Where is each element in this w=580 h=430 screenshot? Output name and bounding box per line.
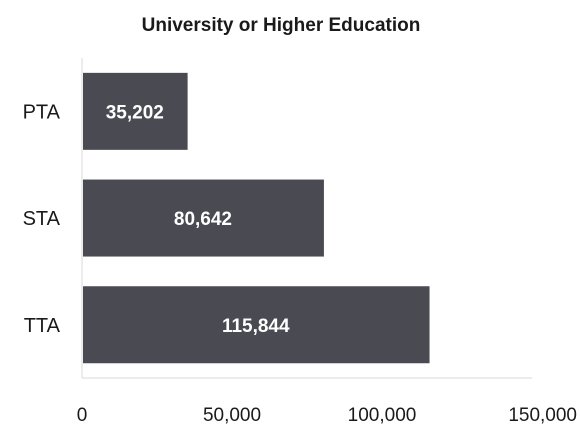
chart-title: University or Higher Education [142,15,421,36]
data-label-pta: 35,202 [106,102,164,123]
x-tick-labels-group: 0 50,000 100,000 150,000 [77,405,577,426]
bar-sta [83,179,324,257]
bar-pta [83,72,188,150]
category-labels-group: PTA STA TTA [23,101,61,336]
x-tick-label-1: 50,000 [203,405,261,426]
bars-group [83,72,430,364]
x-tick-label-2: 100,000 [348,405,417,426]
bar-tta [83,286,430,364]
data-label-sta: 80,642 [174,209,232,230]
x-tick-label-3: 150,000 [508,405,577,426]
category-label-sta: STA [23,208,61,230]
category-label-pta: PTA [23,101,61,123]
data-labels-group: 35,202 80,642 115,844 [106,102,290,336]
x-tick-label-0: 0 [77,405,88,426]
category-label-tta: TTA [24,315,61,337]
data-label-tta: 115,844 [222,316,290,337]
